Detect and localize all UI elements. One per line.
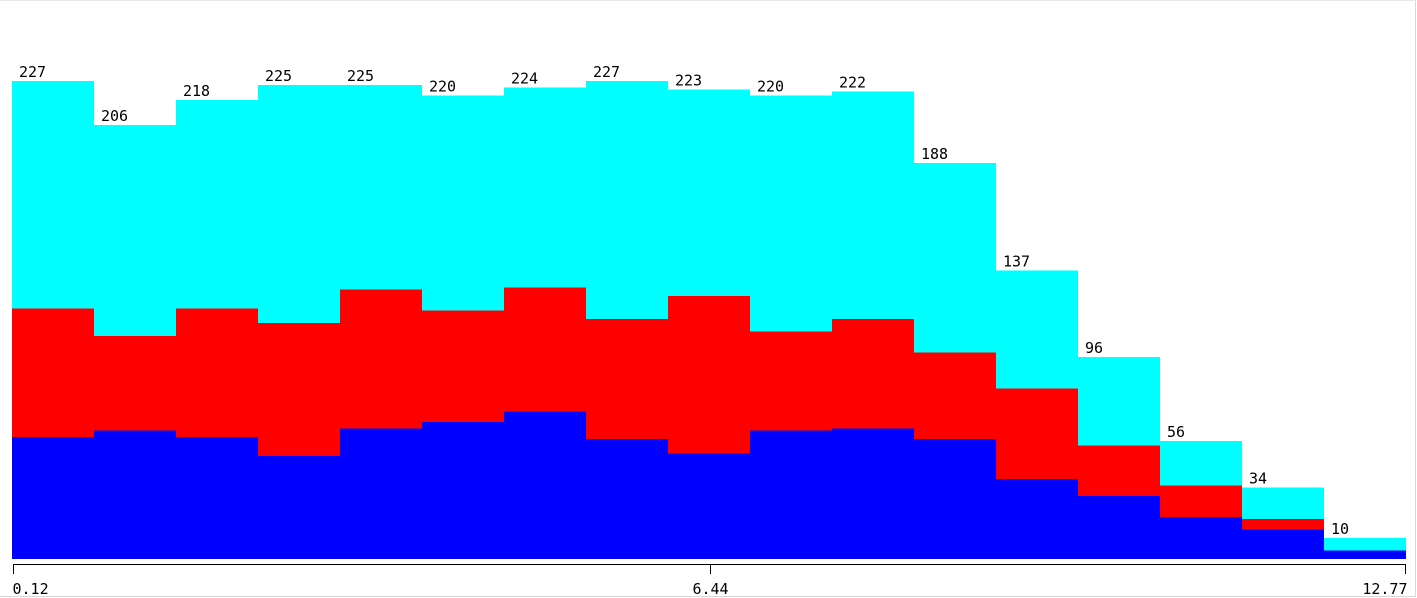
bar-segment-1-6 <box>504 287 586 412</box>
bar-segment-0-8 <box>668 453 750 559</box>
bar-segment-2-7 <box>586 81 668 319</box>
total-label-10: 222 <box>839 74 866 92</box>
bar-segment-0-16 <box>1324 550 1406 559</box>
bar-segment-2-5 <box>422 95 504 311</box>
bar-segment-0-12 <box>996 478 1078 559</box>
bar-segment-1-7 <box>586 318 668 439</box>
bar-segment-1-13 <box>1078 445 1160 496</box>
total-label-11: 188 <box>921 145 948 163</box>
bar-segment-0-1 <box>94 430 176 559</box>
bar-segment-2-13 <box>1078 356 1160 446</box>
bar-segment-2-0 <box>12 81 94 309</box>
bar-segment-0-2 <box>176 436 258 559</box>
bar-segment-0-9 <box>750 430 832 559</box>
bar-segment-2-6 <box>504 87 586 288</box>
bar-segment-0-0 <box>12 436 94 559</box>
bar-segment-1-1 <box>94 335 176 431</box>
bar-segment-1-15 <box>1242 518 1324 530</box>
bar-segment-0-5 <box>422 422 504 559</box>
bar-segment-2-15 <box>1242 487 1324 519</box>
bar-segment-2-11 <box>914 163 996 353</box>
bar-segment-1-5 <box>422 310 504 423</box>
total-label-9: 220 <box>757 78 784 96</box>
x-axis: 0.12 6.44 12.77 <box>13 564 1408 598</box>
bar-segment-1-3 <box>258 323 340 456</box>
bar-segment-1-4 <box>340 289 422 429</box>
total-label-4: 225 <box>347 67 374 85</box>
bar-segment-2-3 <box>258 85 340 324</box>
bar-segment-2-9 <box>750 95 832 332</box>
total-label-0: 227 <box>19 63 46 81</box>
total-label-13: 96 <box>1085 339 1103 357</box>
bar-segment-1-12 <box>996 388 1078 479</box>
bar-segment-1-2 <box>176 308 258 437</box>
x-tick-label-0: 0.12 <box>13 580 49 598</box>
x-tick-label-1: 6.44 <box>692 580 728 598</box>
bar-segment-0-13 <box>1078 495 1160 559</box>
total-label-15: 34 <box>1249 469 1267 487</box>
total-label-16: 10 <box>1331 520 1349 538</box>
bar-segment-0-7 <box>586 438 668 559</box>
bar-segment-0-6 <box>504 411 586 559</box>
bar-segment-2-2 <box>176 99 258 309</box>
bar-segment-1-10 <box>832 318 914 429</box>
bar-segment-2-8 <box>668 89 750 296</box>
total-label-5: 220 <box>429 78 456 96</box>
bar-segment-1-9 <box>750 331 832 431</box>
total-label-2: 218 <box>183 82 210 100</box>
bar-segment-0-4 <box>340 428 422 559</box>
bar-segment-1-0 <box>12 308 94 437</box>
total-label-8: 223 <box>675 71 702 89</box>
bar-segment-2-4 <box>340 85 422 290</box>
total-label-3: 225 <box>265 67 292 85</box>
x-tick-label-2: 12.77 <box>1362 580 1407 598</box>
bar-segment-2-10 <box>832 91 914 319</box>
total-label-14: 56 <box>1167 423 1185 441</box>
bar-segment-2-16 <box>1324 537 1406 551</box>
total-labels-layer: 227 206 218 225 225 220 224 227 223 220 222 188 137 9… <box>19 63 1349 538</box>
total-label-7: 227 <box>593 63 620 81</box>
bar-segment-2-12 <box>996 270 1078 389</box>
bars-layer <box>12 81 1406 559</box>
bar-segment-0-11 <box>914 438 996 559</box>
bar-segment-0-14 <box>1160 516 1242 559</box>
total-label-1: 206 <box>101 107 128 125</box>
bar-segment-0-15 <box>1242 529 1324 559</box>
bar-segment-1-14 <box>1160 485 1242 517</box>
bar-segment-0-3 <box>258 455 340 559</box>
bar-segment-0-10 <box>832 428 914 559</box>
bar-segment-1-8 <box>668 295 750 454</box>
bar-segment-2-14 <box>1160 441 1242 486</box>
bar-segment-2-1 <box>94 125 176 336</box>
total-label-12: 137 <box>1003 253 1030 271</box>
total-label-6: 224 <box>511 69 538 87</box>
bar-segment-1-11 <box>914 352 996 439</box>
